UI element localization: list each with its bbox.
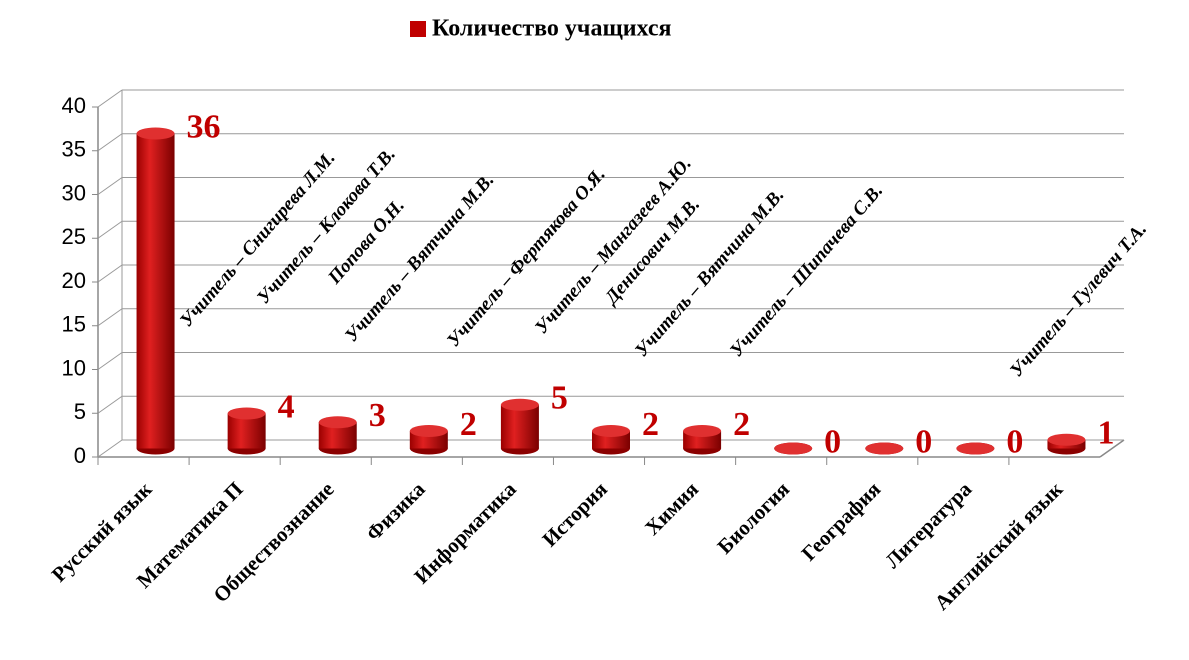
value-label: 2	[733, 406, 750, 443]
value-label: 4	[278, 388, 295, 425]
value-label: 0	[1006, 423, 1023, 460]
y-tick-label: 35	[62, 137, 86, 162]
bar	[774, 442, 813, 455]
y-tick-label: 25	[62, 224, 86, 249]
value-label: 36	[187, 108, 221, 145]
x-tick-label: Физика	[361, 477, 430, 546]
y-tick-label: 0	[74, 443, 86, 468]
bar	[318, 416, 357, 455]
y-tick-label: 40	[62, 93, 86, 118]
bar	[500, 398, 539, 455]
grid-line	[97, 352, 123, 370]
x-tick-label: История	[537, 477, 611, 551]
annotation: Учитель – Шипачева С.В.	[726, 180, 887, 361]
x-tick-label: Литература	[880, 477, 976, 573]
bar	[865, 442, 904, 455]
grid-line	[97, 308, 123, 327]
y-tick-label: 10	[62, 355, 86, 380]
value-label: 3	[369, 397, 386, 434]
value-label: 2	[460, 406, 477, 443]
grid-line	[97, 89, 123, 108]
bar	[956, 442, 995, 455]
grid-line	[97, 264, 123, 283]
x-tick-label: География	[797, 477, 886, 566]
value-label: 2	[642, 406, 659, 443]
grid-line	[97, 133, 123, 152]
value-label: 5	[551, 380, 568, 417]
bar	[409, 425, 448, 455]
bar	[1047, 433, 1086, 455]
grid-line	[97, 220, 123, 239]
grid-line	[97, 177, 123, 195]
y-tick-label: 15	[62, 312, 86, 337]
value-label: 0	[915, 423, 932, 460]
bar	[227, 407, 266, 455]
bar	[592, 425, 630, 455]
value-label: 1	[1097, 415, 1114, 452]
x-tick-label: Химия	[640, 477, 703, 540]
value-label: 0	[824, 423, 841, 460]
y-tick-label: 30	[62, 180, 86, 205]
grid-line	[97, 439, 123, 458]
axis-line	[1099, 439, 1125, 458]
annotation: Учитель – Гулевич Т.А.	[1006, 219, 1151, 381]
x-tick-label: Биология	[712, 477, 794, 559]
y-tick-label: 5	[74, 399, 86, 424]
grid-line	[97, 395, 123, 414]
bar	[136, 127, 175, 455]
legend-label: Количество учащихся	[432, 16, 671, 42]
bar	[683, 425, 722, 455]
legend-swatch	[410, 21, 426, 37]
y-tick-label: 20	[62, 268, 86, 293]
